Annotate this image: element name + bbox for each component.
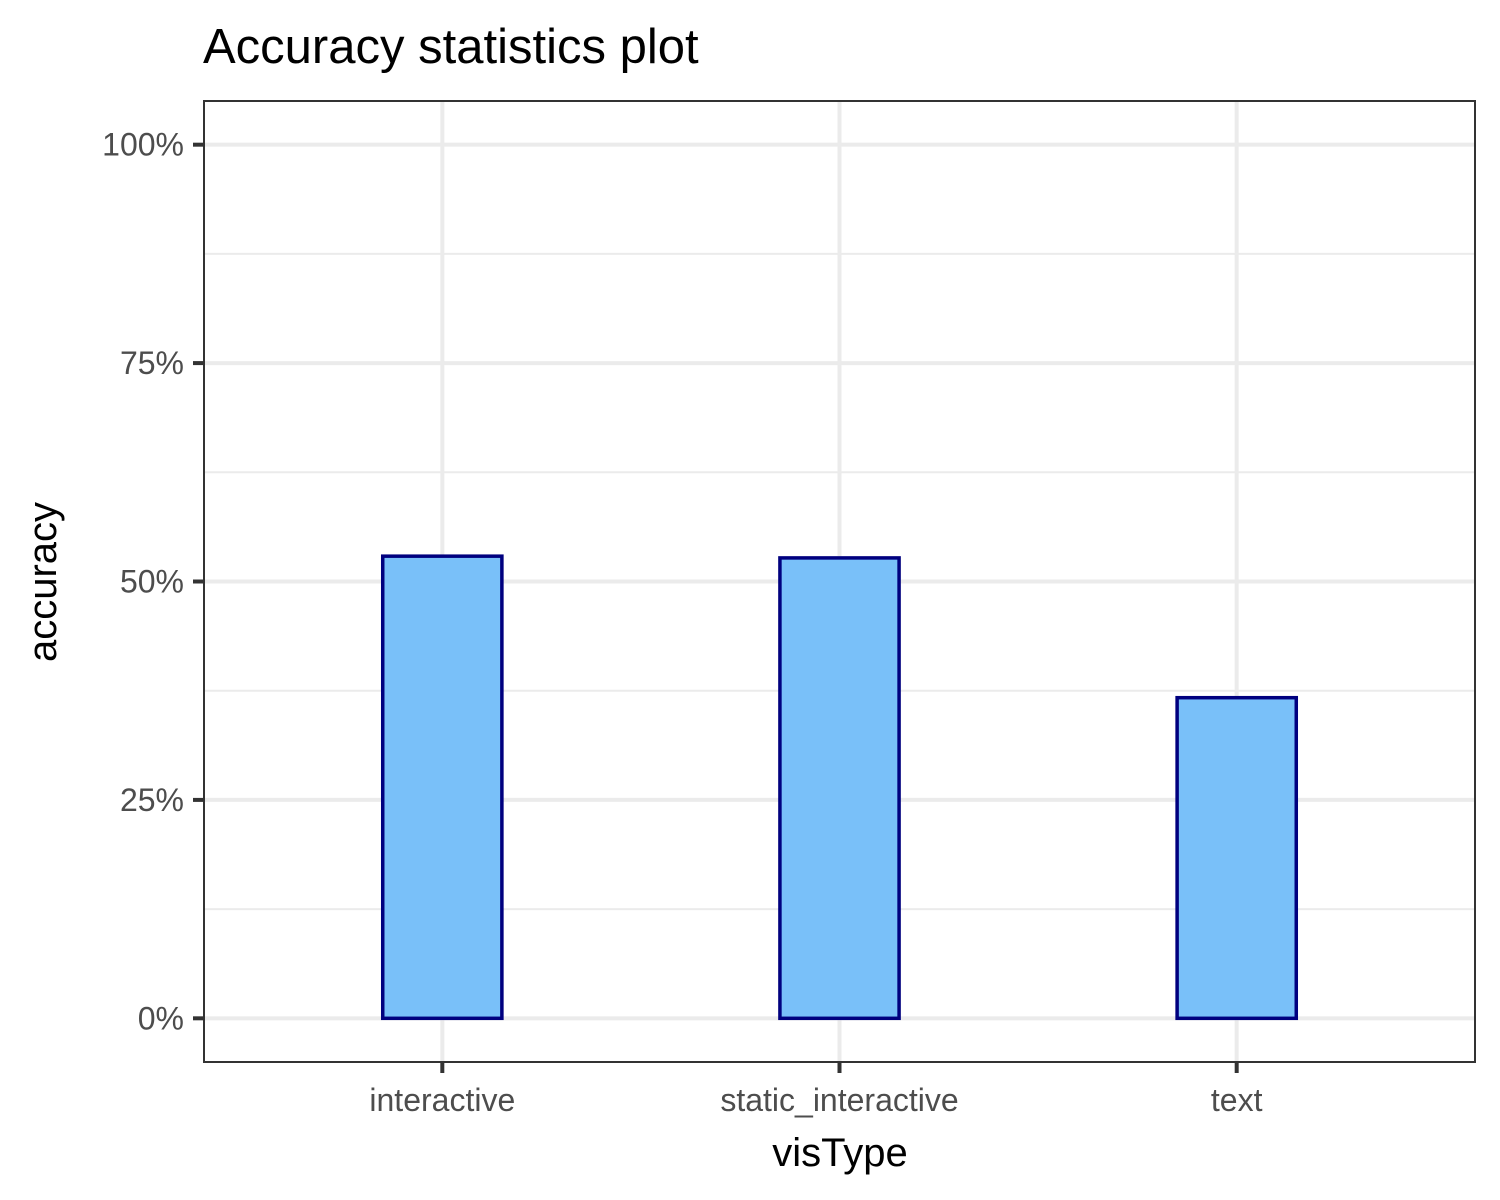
- x-tick-label: interactive: [369, 1082, 515, 1118]
- chart-title: Accuracy statistics plot: [203, 20, 699, 74]
- bar-interactive: [380, 554, 504, 1021]
- bars: [380, 554, 1299, 1021]
- y-tick-label: 75%: [120, 345, 184, 381]
- axes: 0% 25% 50% 75% 100% interactive static_interac…: [102, 127, 1262, 1118]
- x-tick-label: static_interactive: [720, 1082, 958, 1118]
- y-tick-label: 0%: [138, 1000, 184, 1036]
- bar-static_interactive: [778, 556, 901, 1021]
- y-tick-label: 25%: [120, 782, 184, 818]
- y-tick-label: 100%: [102, 127, 184, 163]
- y-tick-label: 50%: [120, 564, 184, 600]
- y-axis-title: accuracy: [21, 502, 65, 662]
- x-axis-title: visType: [772, 1131, 908, 1175]
- x-tick-label: text: [1211, 1082, 1263, 1118]
- bar-text: [1175, 695, 1299, 1021]
